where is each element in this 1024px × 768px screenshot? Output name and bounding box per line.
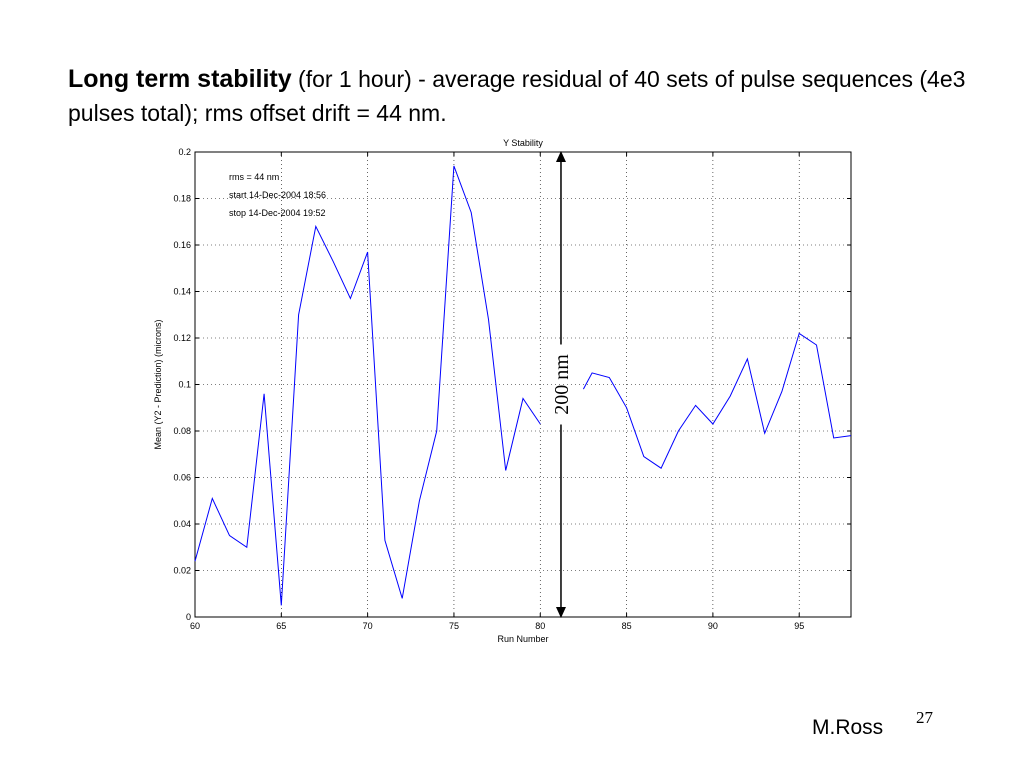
- y-tick-label: 0.1: [178, 380, 191, 390]
- page-number: 27: [916, 708, 933, 727]
- arrowhead-up: [555, 151, 566, 162]
- data-series-line: [582, 332, 852, 469]
- footer-author: M.Ross: [812, 716, 884, 739]
- annotation-line: rms = 44 nm: [229, 172, 279, 182]
- tick-layer: 0 0.02 0.04 0.06 0.08 0.1 0.12 0.14 0.16 0.18 0.2 6…: [173, 147, 851, 631]
- annotation-line: start 14-Dec-2004 18:56: [229, 190, 326, 200]
- annotation-line: stop 14-Dec-2004 19:52: [229, 208, 326, 218]
- y-tick-label: 0.12: [173, 333, 191, 343]
- slide-title: Long term stability (for 1 hour) - avera…: [68, 62, 1008, 130]
- dimension-label: 200 nm: [551, 354, 573, 415]
- x-tick-label: 85: [622, 621, 632, 631]
- y-tick-label: 0.14: [173, 287, 191, 297]
- y-tick-label: 0.02: [173, 566, 191, 576]
- slide-title-rest: - average residual of 40 sets of pulse s…: [68, 66, 966, 126]
- y-tick-label: 0.2: [178, 147, 191, 157]
- y-tick-label: 0.06: [173, 473, 191, 483]
- y-tick-label: 0: [186, 612, 191, 622]
- y-tick-label: 0.16: [173, 240, 191, 250]
- x-tick-label: 90: [708, 621, 718, 631]
- data-series-line: [194, 165, 541, 606]
- y-tick-label: 0.18: [173, 194, 191, 204]
- dimension-arrow: 200 nm: [551, 151, 573, 618]
- y-tick-label: 0.08: [173, 426, 191, 436]
- x-tick-label: 60: [190, 621, 200, 631]
- grid-layer: [195, 152, 851, 617]
- y-tick-label: 0.04: [173, 519, 191, 529]
- slide-title-paren: (for 1 hour): [291, 66, 412, 92]
- x-tick-label: 75: [449, 621, 459, 631]
- annotation-box: rms = 44 nm start 14-Dec-2004 18:56 stop 1…: [229, 172, 326, 218]
- x-tick-label: 70: [363, 621, 373, 631]
- y-axis-title: Mean (Y2 - Prediction) (microns): [153, 319, 163, 449]
- x-tick-label: 95: [794, 621, 804, 631]
- slide-title-bold: Long term stability: [68, 65, 292, 93]
- x-axis-title: Run Number: [497, 634, 548, 644]
- arrowhead-down: [555, 607, 566, 618]
- x-tick-label: 80: [535, 621, 545, 631]
- series-layer: [194, 165, 852, 606]
- x-tick-label: 65: [276, 621, 286, 631]
- chart-title: Y Stability: [503, 138, 543, 148]
